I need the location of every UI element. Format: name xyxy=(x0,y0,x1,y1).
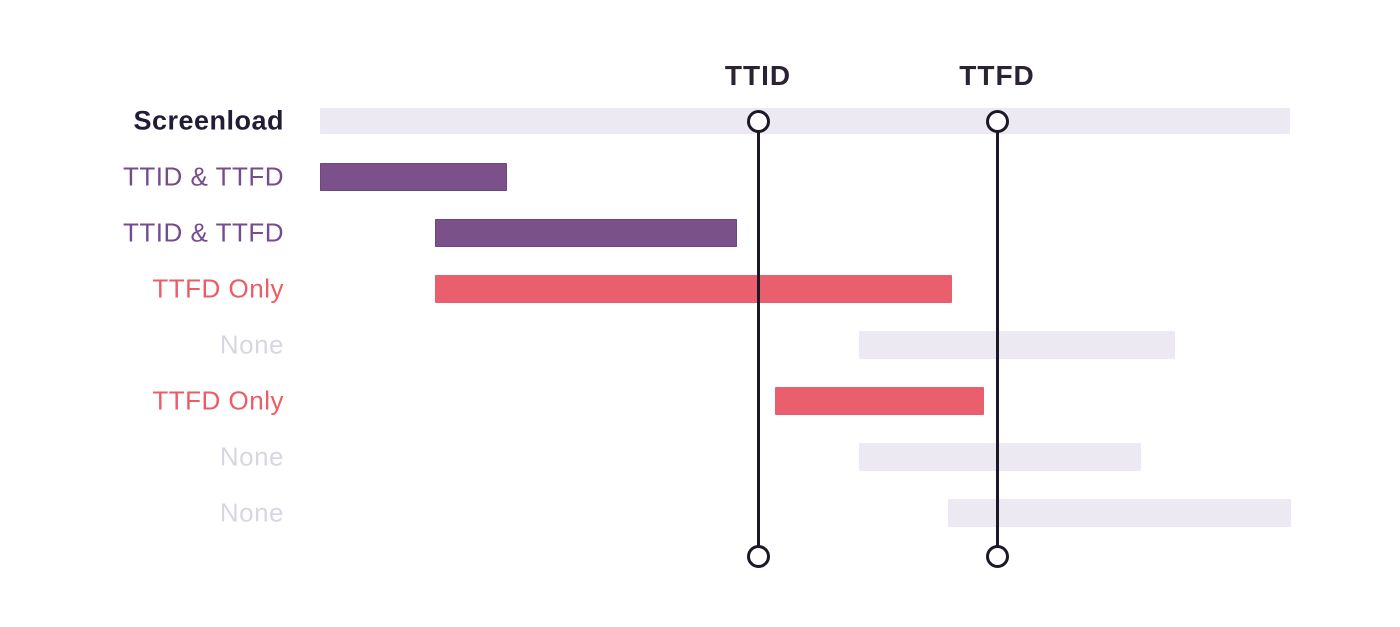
span-bar xyxy=(859,443,1141,471)
row-label: TTID & TTFD xyxy=(122,217,284,248)
ttid-marker-line xyxy=(756,121,760,556)
ttid-marker-label: TTID xyxy=(724,60,792,91)
row-label: Screenload xyxy=(133,105,284,136)
ttfd-marker-label: TTFD xyxy=(959,60,1035,91)
ttfd-marker-line xyxy=(995,121,999,556)
span-bar xyxy=(320,108,1290,134)
span-bar xyxy=(435,219,737,247)
ttfd-marker-top-circle-icon xyxy=(985,109,1009,133)
row-label: TTID & TTFD xyxy=(122,161,284,192)
row-label: None xyxy=(219,497,284,528)
row-label: None xyxy=(219,441,284,472)
ttid-marker-bottom-circle-icon xyxy=(746,544,770,568)
row-label: None xyxy=(219,329,284,360)
row-label: TTFD Only xyxy=(152,385,284,416)
ttfd-marker-bottom-circle-icon xyxy=(985,544,1009,568)
span-bar xyxy=(320,163,507,191)
row-label: TTFD Only xyxy=(152,273,284,304)
span-bar xyxy=(859,331,1175,359)
ttid-marker-top-circle-icon xyxy=(746,109,770,133)
span-bar xyxy=(775,387,984,415)
span-bar xyxy=(435,275,952,303)
span-bar xyxy=(948,499,1291,527)
